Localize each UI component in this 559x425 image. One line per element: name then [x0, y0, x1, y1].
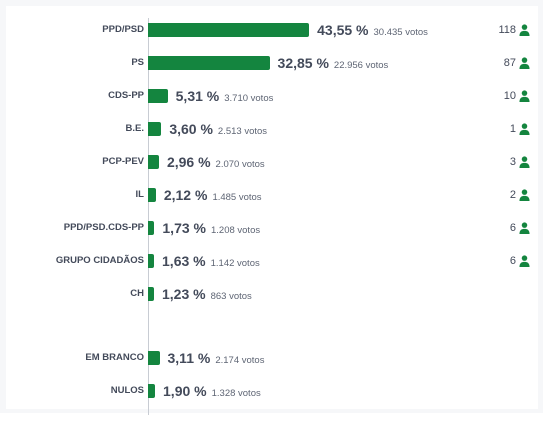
person-icon	[519, 222, 530, 234]
votes-label: 30.435 votos	[373, 27, 428, 38]
category-label: CH	[130, 288, 144, 299]
bar	[148, 89, 168, 103]
seats-count: 3	[510, 152, 530, 172]
data-label: 1,73 % 1.208 votos	[162, 218, 260, 241]
bar	[148, 221, 155, 235]
category-label: PCP-PEV	[102, 156, 144, 167]
votes-label: 1.328 votos	[211, 388, 261, 399]
data-label: 1,90 % 1.328 votos	[163, 381, 261, 404]
category-label: PS	[131, 57, 144, 68]
chart-plot-area: PPD/PSD 43,55 % 30.435 votos 118 PS 32,85 % 22…	[6, 6, 538, 415]
person-icon	[519, 57, 530, 69]
data-label: 32,85 % 22.956 votos	[278, 53, 389, 76]
seats-number: 1	[509, 123, 516, 135]
seats-number: 6	[509, 222, 516, 234]
category-label: CDS-PP	[108, 90, 144, 101]
person-icon	[519, 156, 530, 168]
percent-label: 3,11 %	[167, 350, 211, 366]
bar	[148, 287, 154, 301]
seats-count: 10	[504, 86, 530, 106]
data-label: 1,63 % 1.142 votos	[162, 251, 260, 274]
data-label: 1,23 % 863 votos	[162, 284, 252, 307]
category-label: B.E.	[125, 123, 144, 134]
person-icon	[519, 255, 530, 267]
data-label: 5,31 % 3.710 votos	[176, 86, 274, 109]
percent-label: 32,85 %	[277, 55, 329, 71]
chart-row: PPD/PSD.CDS-PP 1,73 % 1.208 votos 6	[6, 218, 538, 238]
votes-label: 3.710 votos	[224, 93, 274, 104]
seats-count: 87	[504, 53, 530, 73]
percent-label: 2,96 %	[166, 154, 211, 170]
seats-number: 87	[503, 57, 516, 69]
seats-number: 10	[503, 90, 516, 102]
chart-row: NULOS 1,90 % 1.328 votos	[6, 381, 538, 401]
bar	[148, 155, 159, 169]
chart-row: CH 1,23 % 863 votos	[6, 284, 538, 304]
percent-label: 43,55 %	[317, 22, 369, 38]
person-icon	[519, 24, 530, 36]
chart-row: B.E. 3,60 % 2.513 votos 1	[6, 119, 538, 139]
data-label: 2,96 % 2.070 votos	[167, 152, 265, 175]
votes-label: 1.208 votos	[210, 225, 261, 236]
chart-row: CDS-PP 5,31 % 3.710 votos 10	[6, 86, 538, 106]
bar	[148, 254, 155, 268]
chart-row: PCP-PEV 2,96 % 2.070 votos 3	[6, 152, 538, 172]
data-label: 2,12 % 1.485 votos	[164, 185, 262, 208]
percent-label: 1,23 %	[162, 286, 206, 302]
person-icon	[519, 90, 530, 102]
percent-label: 1,73 %	[162, 220, 206, 236]
bar	[148, 23, 310, 37]
seats-count: 6	[510, 251, 530, 271]
category-label: GRUPO CIDADÃOS	[55, 255, 144, 266]
bar	[148, 56, 270, 70]
bar	[148, 351, 160, 365]
seats-number: 2	[509, 189, 516, 201]
seats-number: 3	[509, 156, 516, 168]
person-icon	[519, 189, 530, 201]
data-label: 3,11 % 2.174 votos	[168, 348, 265, 371]
seats-count: 2	[510, 185, 530, 205]
percent-label: 2,12 %	[163, 187, 208, 203]
chart-row: IL 2,12 % 1.485 votos 2	[6, 185, 538, 205]
votes-label: 2.174 votos	[215, 355, 265, 366]
chart-row: PPD/PSD 43,55 % 30.435 votos 118	[6, 20, 538, 40]
bar	[148, 384, 156, 398]
seats-count: 1	[510, 119, 530, 139]
axis-line	[148, 18, 149, 415]
category-label: PPD/PSD.CDS-PP	[63, 222, 144, 233]
chart-panel: PPD/PSD 43,55 % 30.435 votos 118 PS 32,85 % 22…	[6, 6, 538, 415]
chart-row: EM BRANCO 3,11 % 2.174 votos	[6, 348, 538, 368]
seats-number: 118	[498, 24, 516, 36]
chart-row: PS 32,85 % 22.956 votos 87	[6, 53, 538, 73]
votes-label: 2.513 votos	[217, 126, 268, 137]
bar	[148, 188, 156, 202]
votes-label: 1.142 votos	[210, 258, 260, 269]
votes-label: 863 votos	[210, 291, 252, 302]
category-label: EM BRANCO	[85, 352, 144, 363]
chart-row: GRUPO CIDADÃOS 1,63 % 1.142 votos 6	[6, 251, 538, 271]
data-label: 3,60 % 2.513 votos	[169, 119, 267, 142]
data-label: 43,55 % 30.435 votos	[317, 20, 428, 43]
seats-count: 6	[510, 218, 530, 238]
category-label: IL	[135, 189, 144, 200]
seats-number: 6	[509, 255, 516, 267]
category-label: PPD/PSD	[102, 24, 144, 35]
percent-label: 3,60 %	[169, 121, 213, 137]
percent-label: 1,90 %	[163, 383, 207, 399]
votes-label: 1.485 votos	[212, 192, 262, 203]
percent-label: 5,31 %	[175, 88, 220, 104]
percent-label: 1,63 %	[162, 253, 206, 269]
votes-label: 2.070 votos	[215, 159, 265, 170]
bar	[148, 122, 162, 136]
votes-label: 22.956 votos	[333, 60, 389, 71]
category-label: NULOS	[110, 385, 144, 396]
person-icon	[519, 123, 530, 135]
seats-count: 118	[498, 20, 530, 40]
